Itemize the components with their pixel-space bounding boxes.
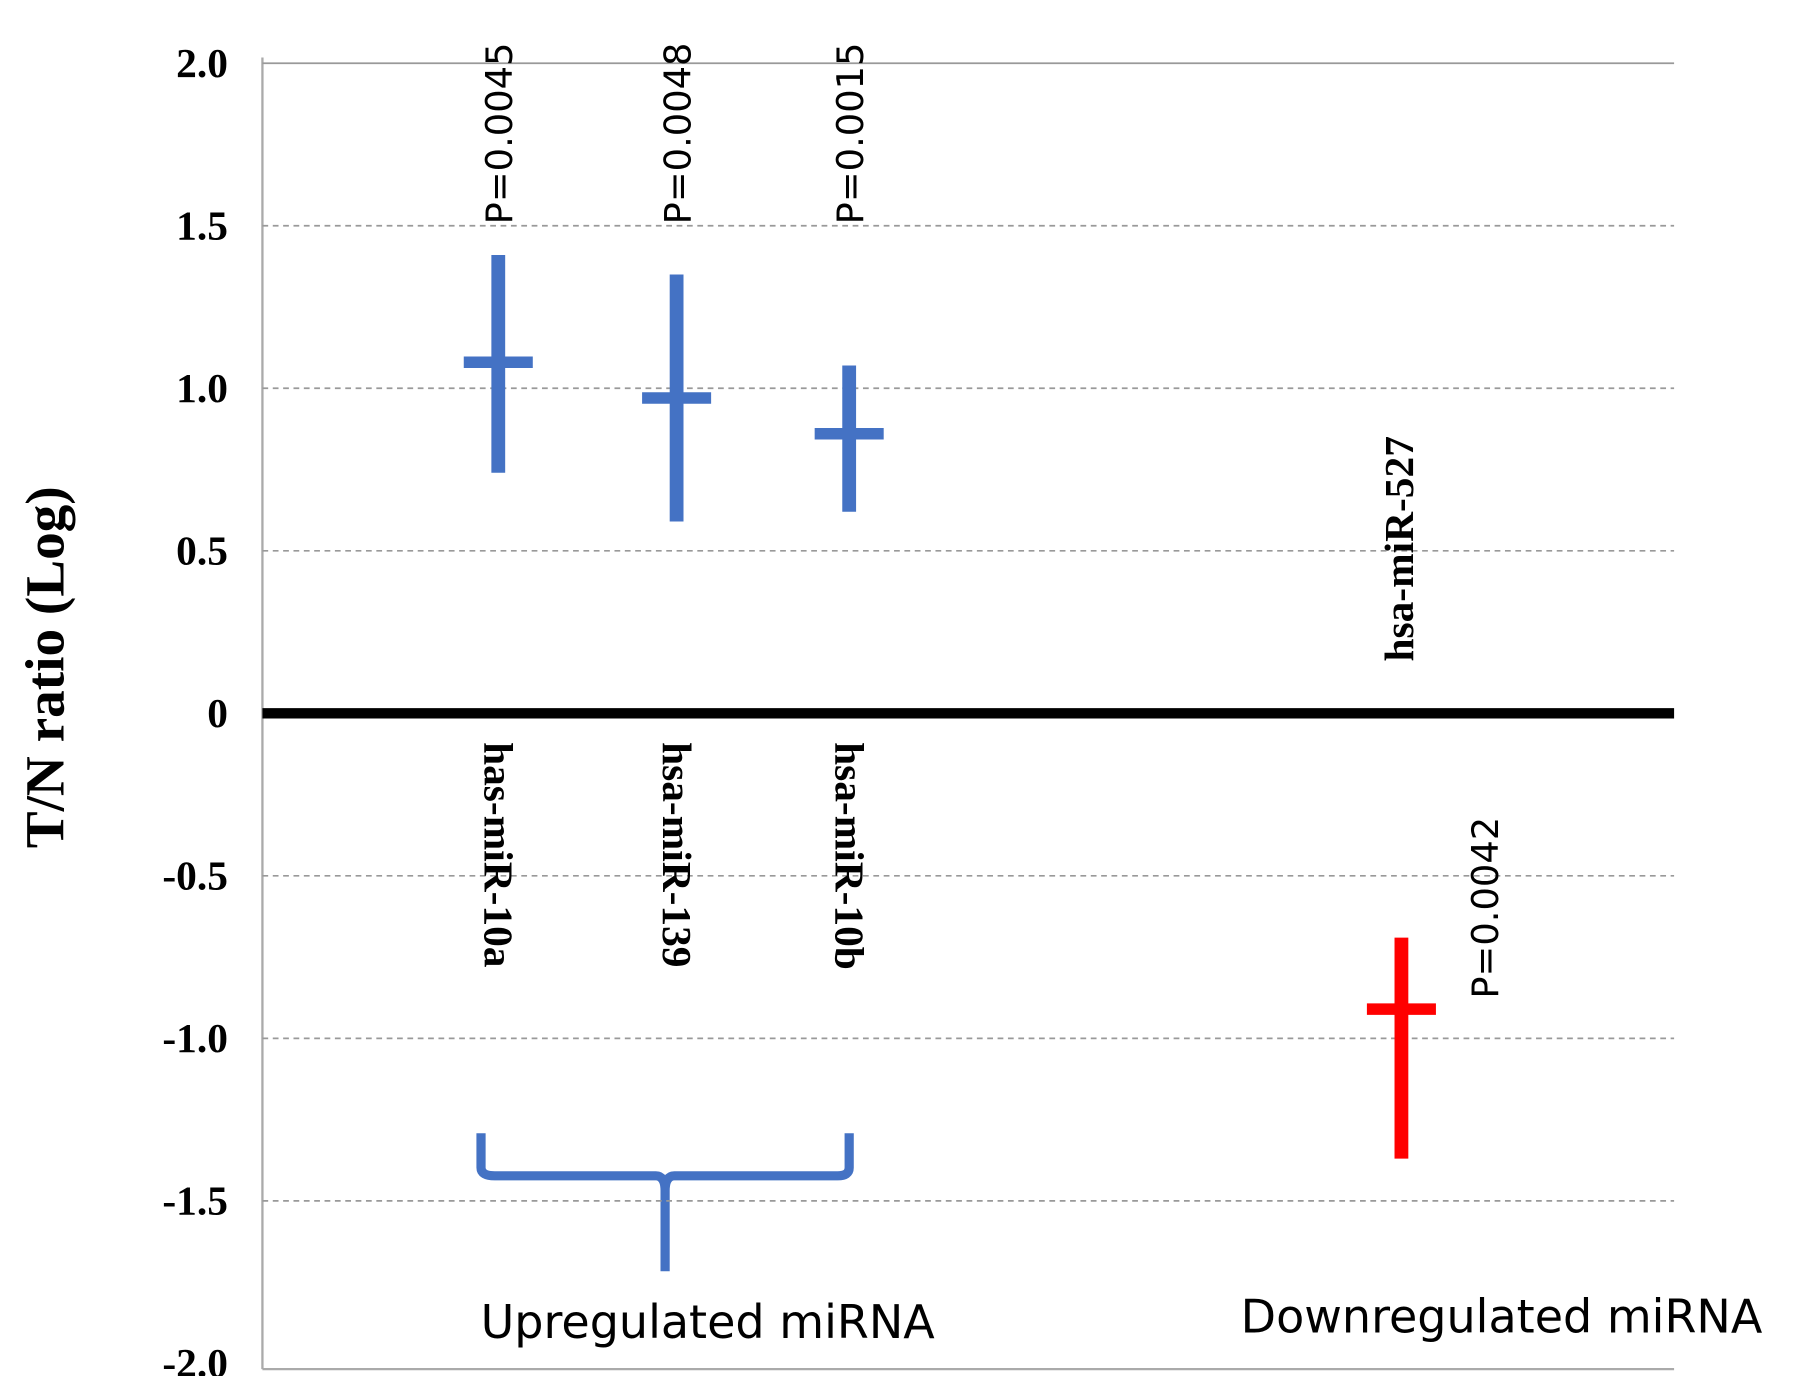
p-value-label: P=0.0048	[656, 43, 699, 225]
y-tick-label: -1.5	[162, 1178, 228, 1224]
p-value-label: P=0.0042	[1464, 817, 1507, 999]
p-value-label: P=0.0045	[478, 43, 521, 225]
category-label: hsa-miR-10b	[826, 742, 872, 970]
group-label: Upregulated miRNA	[481, 1295, 936, 1349]
y-axis-title: T/N ratio (Log)	[14, 486, 75, 848]
y-tick-label: 0.5	[176, 528, 228, 574]
y-tick-label: -1.0	[162, 1015, 228, 1061]
y-tick-label: 1.5	[176, 203, 228, 249]
y-tick-label: -0.5	[162, 853, 228, 899]
group-brace	[476, 1133, 854, 1272]
y-tick-label: 1.0	[176, 365, 228, 411]
group-label: Downregulated miRNA	[1241, 1289, 1763, 1343]
y-tick-label: 0	[207, 690, 228, 736]
category-label: hsa-miR-527	[1376, 436, 1422, 661]
category-label: has-miR-10a	[475, 742, 521, 968]
category-label: hsa-miR-139	[654, 742, 700, 967]
y-tick-label: 2.0	[176, 40, 228, 86]
p-value-label: P=0.0015	[829, 43, 872, 225]
y-tick-label: -2.0	[162, 1340, 228, 1376]
